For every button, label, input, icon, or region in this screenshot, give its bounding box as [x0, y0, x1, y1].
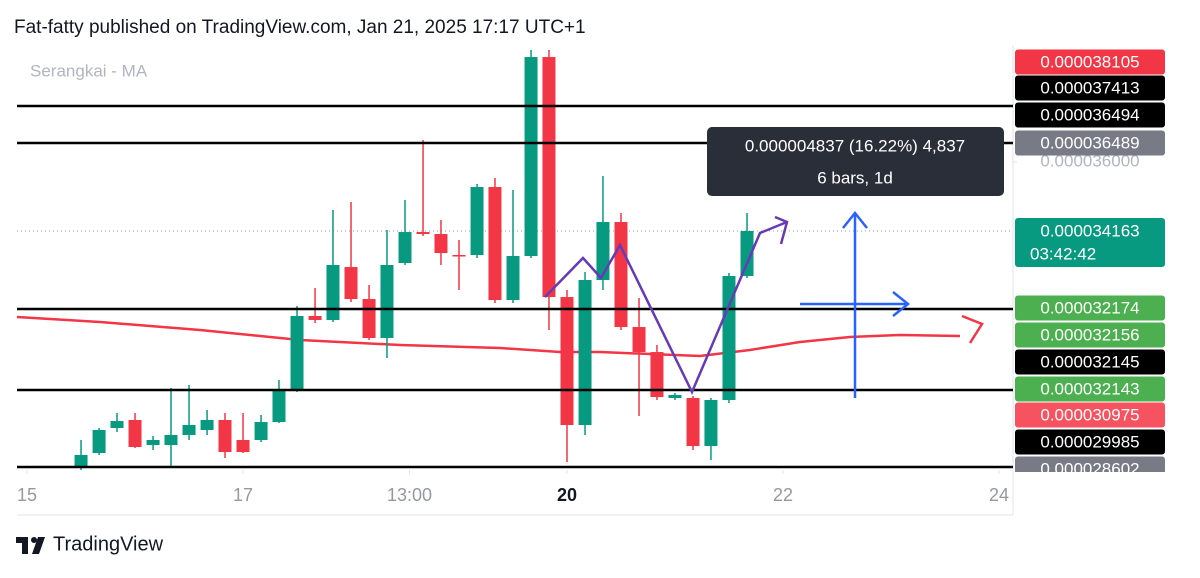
price-label: 0.000034163: [1040, 221, 1139, 240]
candle-body: [254, 422, 268, 440]
candle-body: [398, 232, 412, 264]
candle-body: [164, 435, 178, 445]
candle-body: [632, 327, 646, 353]
candle-body: [668, 395, 682, 399]
drawing-arrowhead: [774, 215, 789, 245]
candle-body: [344, 267, 358, 300]
candle-body: [92, 430, 106, 454]
plot-area: [16, 50, 1013, 470]
x-tick-label: 22: [773, 485, 793, 505]
candle-body: [596, 222, 610, 280]
price-label: 0.000036489: [1040, 133, 1139, 152]
drawing-arrowhead: [842, 210, 868, 229]
candle-body: [362, 299, 376, 339]
candle-body: [740, 231, 754, 277]
price-label: 0.000038105: [1040, 52, 1139, 71]
x-tick-label: 13:00: [387, 485, 432, 505]
logo: TradingView: [16, 533, 164, 555]
price-label: 0.000032156: [1040, 325, 1139, 344]
x-tick-label: 24: [989, 485, 1009, 505]
price-label-box: [1015, 456, 1165, 472]
legend: Serangkai - MA: [30, 61, 148, 80]
price-label-box: [1015, 49, 1165, 75]
price-label: 0.000028602: [1040, 459, 1139, 478]
ma-arrowhead: [961, 314, 984, 344]
drawing-arrowhead: [892, 291, 911, 317]
price-label-box: [1015, 75, 1165, 101]
candle-body: [434, 234, 448, 254]
candle-body: [272, 390, 286, 423]
candle-body: [488, 187, 502, 300]
candle-body: [218, 420, 232, 453]
drawing-path: [544, 220, 788, 395]
candle-body: [200, 420, 214, 430]
time-axis: 15 17 13:00 20 22 24: [17, 470, 1009, 505]
price-label: 0.000029985: [1040, 432, 1139, 451]
candle-body: [650, 352, 664, 398]
candle-body: [506, 256, 520, 300]
candle-body: [110, 421, 124, 429]
tooltip: [707, 127, 1004, 196]
candle-body: [452, 255, 466, 257]
x-tick-label: 17: [233, 485, 253, 505]
x-tick-label: 15: [17, 485, 37, 505]
price-axis: 0.000036000 0.000038105 0.000037413 0.00003…: [1013, 49, 1165, 478]
price-label: 0.000030975: [1040, 405, 1139, 424]
price-label-countdown: 03:42:42: [1030, 244, 1096, 263]
price-label-box: [1015, 102, 1165, 128]
candle-body: [308, 316, 322, 320]
candle-body: [560, 297, 574, 425]
price-label: 0.000036494: [1040, 105, 1139, 124]
x-tick-label: 20: [557, 485, 577, 505]
price-label-box: [1015, 295, 1165, 321]
price-label-box: [1015, 218, 1165, 267]
candle-body: [416, 232, 430, 235]
candle-body: [542, 57, 556, 298]
candle-body: [290, 316, 304, 390]
candle-body: [686, 398, 700, 447]
candle-body: [146, 440, 160, 445]
candle-body: [704, 400, 718, 447]
header: Fat-fatty published on TradingView.com, …: [14, 17, 586, 38]
candle-body: [128, 420, 142, 448]
price-label: 0.000032174: [1040, 298, 1139, 317]
footer-logo-text: TradingView: [53, 533, 164, 555]
price-label: 0.000032143: [1040, 379, 1139, 398]
candle-body: [470, 187, 484, 255]
candle-body: [578, 280, 592, 425]
candle-body: [236, 440, 250, 453]
candle-body: [326, 265, 340, 320]
candle-body: [722, 276, 736, 400]
candle-body: [524, 57, 538, 257]
price-label-box: [1015, 402, 1165, 428]
price-label: 0.000032145: [1040, 352, 1139, 371]
price-label-box: [1015, 349, 1165, 375]
tooltip-text: 6 bars, 1d: [817, 168, 893, 187]
candle-body: [380, 265, 394, 339]
price-label-box: [1015, 376, 1165, 402]
ma-line: [16, 315, 961, 358]
candle-body: [74, 455, 88, 469]
price-label-box: [1015, 322, 1165, 348]
candle-body: [182, 425, 196, 435]
price-label: 0.000037413: [1040, 78, 1139, 97]
price-label-box: [1015, 429, 1165, 455]
y-tick-label: 0.000036000: [1040, 151, 1139, 170]
tooltip-text: 0.000004837 (16.22%) 4,837: [745, 136, 965, 155]
price-label-box: [1015, 130, 1165, 156]
candle-body: [614, 222, 628, 328]
